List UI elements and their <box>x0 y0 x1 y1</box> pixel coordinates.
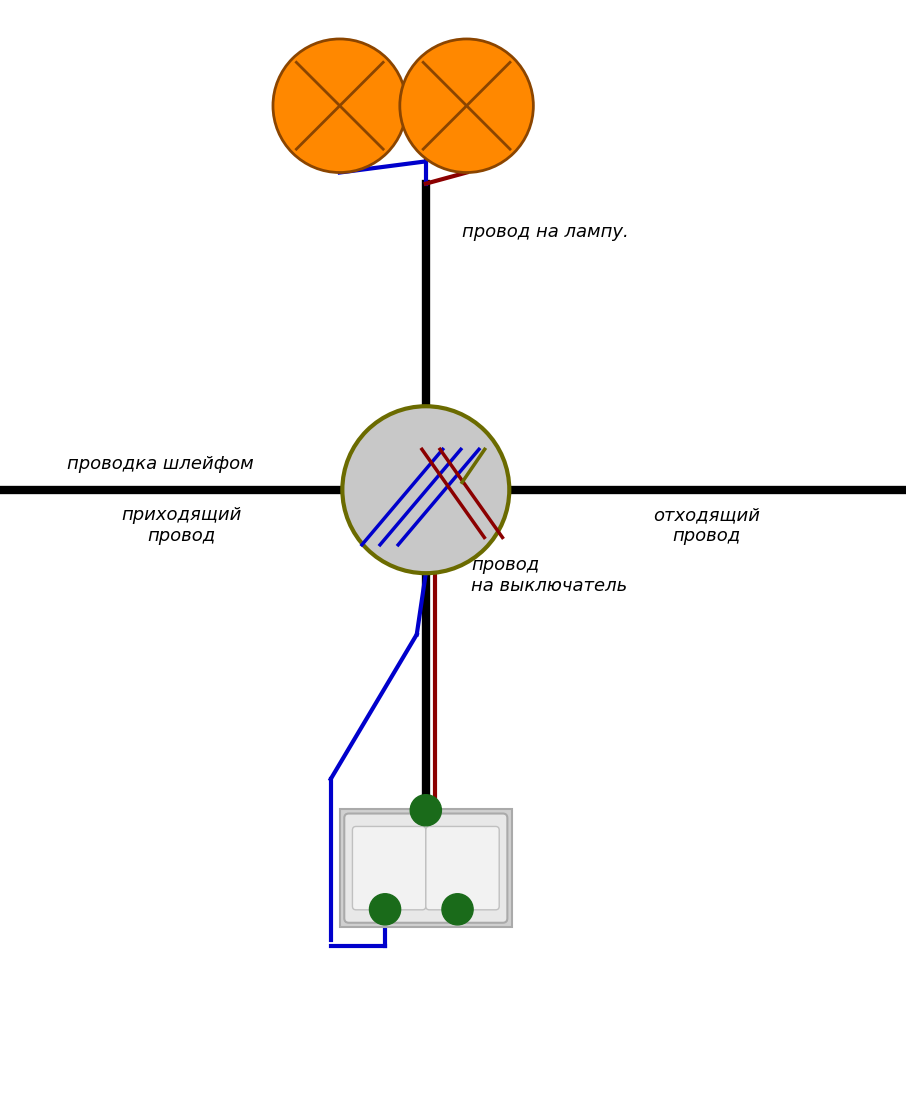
Text: отходящий
провод: отходящий провод <box>653 506 760 545</box>
Text: провод
на выключатель: провод на выключатель <box>471 556 627 595</box>
Text: провод на лампу.: провод на лампу. <box>462 223 629 240</box>
Text: проводка шлейфом: проводка шлейфом <box>67 455 254 473</box>
Text: приходящий
провод: приходящий провод <box>121 506 241 545</box>
FancyBboxPatch shape <box>426 827 499 909</box>
Circle shape <box>400 39 534 173</box>
FancyBboxPatch shape <box>344 814 507 923</box>
Circle shape <box>273 39 407 173</box>
Circle shape <box>442 894 473 925</box>
Circle shape <box>410 795 441 826</box>
FancyBboxPatch shape <box>352 827 426 909</box>
Circle shape <box>370 894 400 925</box>
Circle shape <box>342 406 509 573</box>
Bar <box>340 809 512 927</box>
